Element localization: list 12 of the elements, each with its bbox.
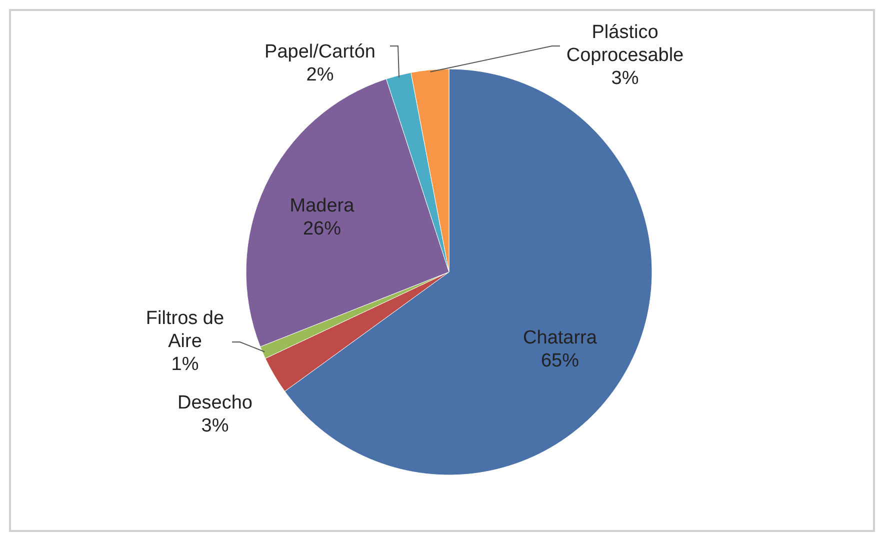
- slice-label: Madera: [290, 196, 355, 217]
- data-label: 2%: [306, 64, 334, 86]
- data-label: 26%: [302, 218, 342, 240]
- data-label: 3%: [611, 68, 639, 90]
- data-label: 3%: [201, 416, 229, 437]
- slice-label: Filtros de Aire: [146, 308, 224, 352]
- slice-label: Plástico Coprocesable: [566, 22, 684, 66]
- slice-label: Desecho: [178, 392, 252, 414]
- slice-label: Chatarra: [523, 328, 598, 349]
- slice-label: Papel/Cartón: [264, 42, 376, 63]
- data-label: 1%: [171, 354, 199, 376]
- data-label: 65%: [540, 350, 580, 372]
